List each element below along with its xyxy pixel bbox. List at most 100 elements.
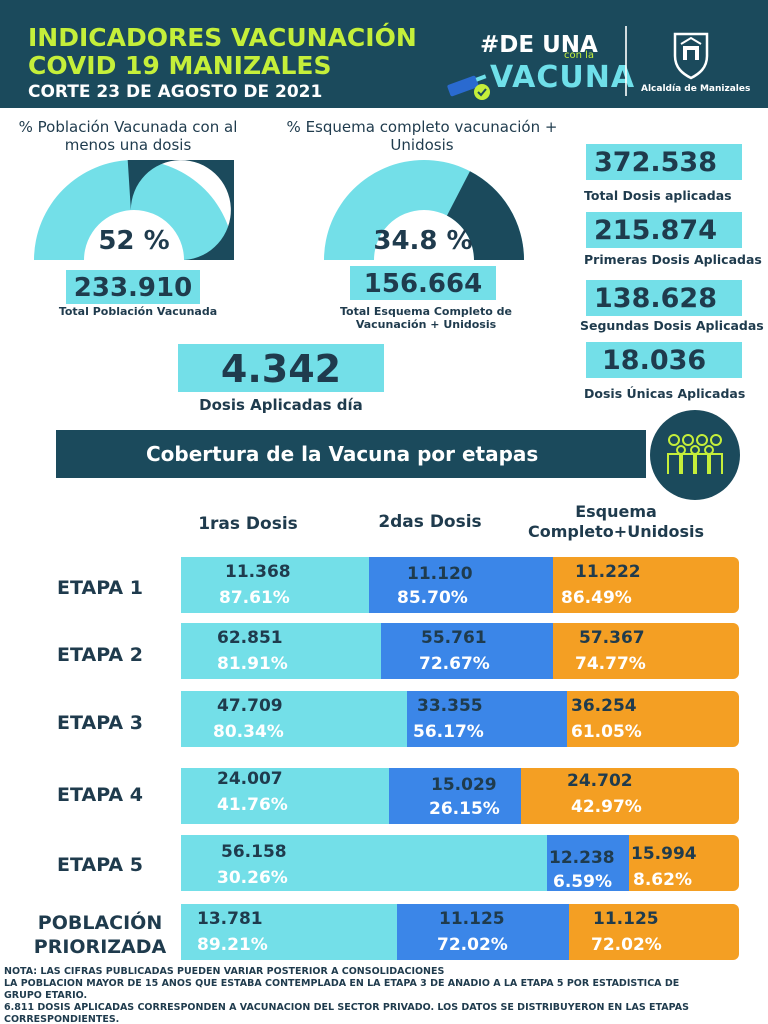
complete-percent: 86.49% <box>561 588 632 608</box>
campaign-logo: #DE UNA con la VACUNA <box>442 30 634 100</box>
second-dose-cell: 11.125 72.02% <box>397 904 569 960</box>
first-dose-cell: 62.851 81.91% <box>181 623 381 679</box>
header-first-dose: 1ras Dosis <box>198 514 298 534</box>
note-line: NOTA: LAS CIFRAS PUBLICADAS PUEDEN VARIA… <box>4 966 445 977</box>
complete-percent: 72.02% <box>591 935 662 955</box>
page-title: INDICADORES VACUNACIÓN COVID 19 MANIZALE… <box>28 24 417 80</box>
complete-label: % Esquema completo vacunación + Unidosis <box>286 118 558 154</box>
one-dose-caption: Total Población Vacunada <box>58 305 218 318</box>
complete-percent: 34.8 % <box>373 226 473 256</box>
title-line-1: INDICADORES VACUNACIÓN <box>28 23 417 52</box>
first-doses-value: 215.874 <box>586 212 742 248</box>
row-label-etapa-3: ETAPA 3 <box>57 712 143 734</box>
group-icon-circle <box>650 410 740 500</box>
row-label-etapa-1: ETAPA 1 <box>57 577 143 599</box>
first-doses-caption: Primeras Dosis Aplicadas <box>584 252 762 267</box>
first-dose-percent: 30.26% <box>217 868 288 888</box>
row-label-priorizada-line2: PRIORIZADA <box>33 936 167 958</box>
complete-count: 57.367 <box>579 628 645 648</box>
campaign-conla: con la <box>564 50 595 61</box>
first-dose-cell: 47.709 80.34% <box>181 691 407 747</box>
complete-gauge-fill <box>446 171 524 260</box>
complete-caption: Total Esquema Completo de Vacunación + U… <box>340 305 512 331</box>
first-dose-count: 56.158 <box>221 842 287 862</box>
first-dose-percent: 87.61% <box>219 588 290 608</box>
cutoff-date: CORTE 23 DE AGOSTO DE 2021 <box>28 82 323 102</box>
first-dose-cell: 11.368 87.61% <box>181 557 369 613</box>
first-dose-count: 24.007 <box>217 769 283 789</box>
complete-cell: 11.222 86.49% <box>553 557 739 613</box>
complete-gauge <box>324 160 524 260</box>
second-dose-percent: 85.70% <box>397 588 468 608</box>
note-line: 6.811 DOSIS APLICADAS CORRESPONDEN A VAC… <box>4 1002 689 1013</box>
row-label-etapa-2: ETAPA 2 <box>57 644 143 666</box>
complete-percent: 61.05% <box>571 722 642 742</box>
note-line: CORRESPONDIENTES. <box>4 1014 120 1024</box>
first-dose-cell: 13.781 89.21% <box>181 904 397 960</box>
syringe-icon <box>447 74 490 100</box>
row-label-priorizada-line1: POBLACIÓN <box>37 912 163 934</box>
single-doses-caption: Dosis Únicas Aplicadas <box>584 386 746 401</box>
first-dose-cell: 24.007 41.76% <box>181 768 389 824</box>
complete-cell: 57.367 74.77% <box>553 623 739 679</box>
row-label-priorizada: POBLACIÓN PRIORIZADA <box>20 911 180 959</box>
second-doses-caption: Segundas Dosis Aplicadas <box>580 318 764 333</box>
second-dose-count: 15.029 <box>431 775 497 795</box>
second-doses-value: 138.628 <box>586 280 742 316</box>
complete-percent: 74.77% <box>575 654 646 674</box>
second-dose-count: 11.125 <box>439 909 505 929</box>
one-dose-label: % Población Vacunada con al menos una do… <box>18 118 238 154</box>
row-label-etapa-4: ETAPA 4 <box>57 784 143 806</box>
first-dose-count: 62.851 <box>217 628 283 648</box>
complete-value: 156.664 <box>350 266 496 300</box>
one-dose-percent: 52 % <box>98 226 170 256</box>
city-shield-icon <box>673 32 709 80</box>
header-divider <box>625 26 627 96</box>
complete-cell: 11.125 72.02% <box>569 904 739 960</box>
first-dose-cell: 56.158 30.26% <box>181 835 547 891</box>
campaign-hashtag: #DE UNA <box>480 32 598 58</box>
complete-count: 11.125 <box>593 909 659 929</box>
second-dose-cell: 15.029 26.15% <box>389 768 521 824</box>
second-dose-cell: 12.238 6.59% <box>547 835 629 892</box>
second-dose-count: 33.355 <box>417 696 483 716</box>
note-line: LA POBLACIÓN MAYOR DE 15 AÑOS QUE ESTABA… <box>4 978 680 989</box>
daily-doses-caption: Dosis Aplicadas día <box>199 396 363 414</box>
header-banner: INDICADORES VACUNACIÓN COVID 19 MANIZALE… <box>0 0 768 108</box>
campaign-vacuna: VACUNA <box>490 60 636 95</box>
first-dose-count: 13.781 <box>197 909 263 929</box>
second-dose-percent: 72.67% <box>419 654 490 674</box>
second-dose-count: 11.120 <box>407 564 473 584</box>
second-dose-percent: 56.17% <box>413 722 484 742</box>
complete-count: 11.222 <box>575 562 641 582</box>
one-dose-gauge <box>34 160 234 260</box>
one-dose-value: 233.910 <box>66 270 200 304</box>
complete-percent: 8.62% <box>633 870 692 890</box>
second-dose-cell: 11.120 85.70% <box>369 557 553 613</box>
one-dose-gauge-fill <box>127 160 234 260</box>
header-complete: Esquema Completo+Unidosis <box>520 502 712 542</box>
people-group-icon <box>667 434 723 474</box>
note-line: GRUPO ETARIO. <box>4 990 88 1001</box>
complete-count: 15.994 <box>631 844 697 864</box>
header-complete-line1: Esquema <box>575 502 657 521</box>
complete-cell: 15.994 8.62% <box>629 835 739 891</box>
second-dose-count: 55.761 <box>421 628 487 648</box>
single-doses-value: 18.036 <box>586 342 742 378</box>
complete-percent: 42.97% <box>571 797 642 817</box>
coverage-banner: Cobertura de la Vacuna por etapas <box>56 430 646 478</box>
complete-cell: 36.254 61.05% <box>567 691 739 747</box>
second-dose-percent: 72.02% <box>437 935 508 955</box>
daily-doses-value: 4.342 <box>178 344 384 392</box>
first-dose-percent: 89.21% <box>197 935 268 955</box>
first-dose-percent: 80.34% <box>213 722 284 742</box>
header-complete-line2: Completo+Unidosis <box>527 522 705 541</box>
first-dose-count: 11.368 <box>225 562 291 582</box>
complete-cell: 24.702 42.97% <box>521 768 739 824</box>
second-dose-count: 12.238 <box>549 848 615 868</box>
complete-count: 24.702 <box>567 771 633 791</box>
first-dose-percent: 41.76% <box>217 795 288 815</box>
total-doses-caption: Total Dosis aplicadas <box>584 188 732 203</box>
header-second-dose: 2das Dosis <box>378 512 482 532</box>
complete-count: 36.254 <box>571 696 637 716</box>
